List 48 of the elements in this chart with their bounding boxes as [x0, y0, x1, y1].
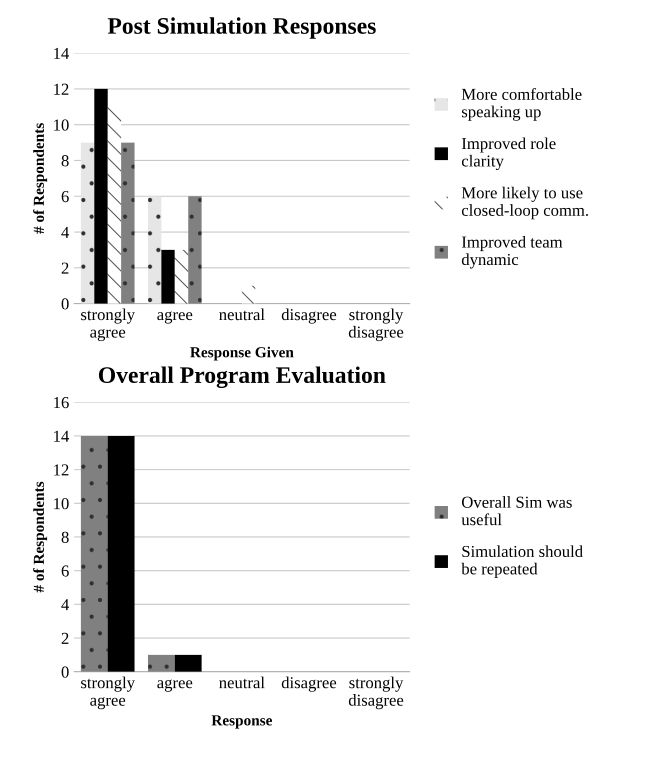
y-tick-label: 2	[62, 262, 68, 274]
y-axis-title: # of Respondents	[33, 482, 48, 592]
x-tick-label: agree	[157, 680, 192, 692]
y-tick-label: 16	[54, 397, 69, 408]
bar	[174, 250, 188, 304]
x-tick-label: neutral	[219, 676, 265, 688]
bar	[242, 286, 256, 304]
y-tick-label: 6	[62, 565, 69, 577]
chart-title: Overall Program Evaluation	[98, 366, 386, 388]
y-tick-label: 10	[54, 119, 69, 131]
y-tick-label: 12	[54, 84, 68, 95]
legend-label: Improved role clarity	[462, 137, 556, 170]
y-tick-label: 14	[54, 48, 70, 59]
legend-label: Improved team dynamic	[462, 236, 562, 269]
bar	[188, 196, 202, 304]
bar	[161, 250, 175, 304]
x-tick-label: disagree	[282, 308, 336, 324]
y-tick-label: 2	[62, 632, 68, 644]
x-tick-label: disagree	[282, 676, 336, 692]
legend-label: Overall Sim was useful	[462, 496, 572, 526]
legend-label: More likely to use closed-loop comm.	[462, 186, 588, 220]
x-tick-label: strongly agree	[81, 676, 135, 710]
y-tick-label: 10	[54, 498, 69, 510]
x-tick-label: strongly agree	[81, 308, 135, 342]
x-tick-label: strongly disagree	[348, 676, 404, 710]
x-axis-title: Response Given	[190, 346, 294, 361]
x-axis-title: Response	[212, 715, 272, 729]
y-tick-label: 4	[61, 226, 70, 238]
y-axis-title: # of Respondents	[33, 123, 48, 234]
x-tick-label: strongly disagree	[348, 308, 404, 342]
y-tick-label: 8	[62, 155, 69, 166]
bar	[108, 106, 122, 304]
x-tick-label: agree	[157, 311, 192, 324]
y-tick-label: 14	[54, 430, 70, 442]
bar	[121, 142, 135, 304]
bar	[94, 88, 108, 304]
y-tick-label: 0	[62, 298, 69, 310]
legend-label: More comfortable speaking up	[462, 88, 582, 121]
x-tick-label: neutral	[219, 308, 265, 320]
bar	[80, 142, 94, 304]
y-tick-label: 4	[61, 599, 70, 610]
legend-label: Simulation should be repeated	[461, 545, 583, 578]
chart-title: Post Simulation Responses	[108, 17, 376, 39]
y-tick-label: 12	[54, 464, 68, 476]
y-tick-label: 6	[62, 191, 69, 202]
y-tick-label: 0	[62, 666, 69, 678]
bar	[148, 196, 162, 304]
y-tick-label: 8	[62, 532, 69, 543]
